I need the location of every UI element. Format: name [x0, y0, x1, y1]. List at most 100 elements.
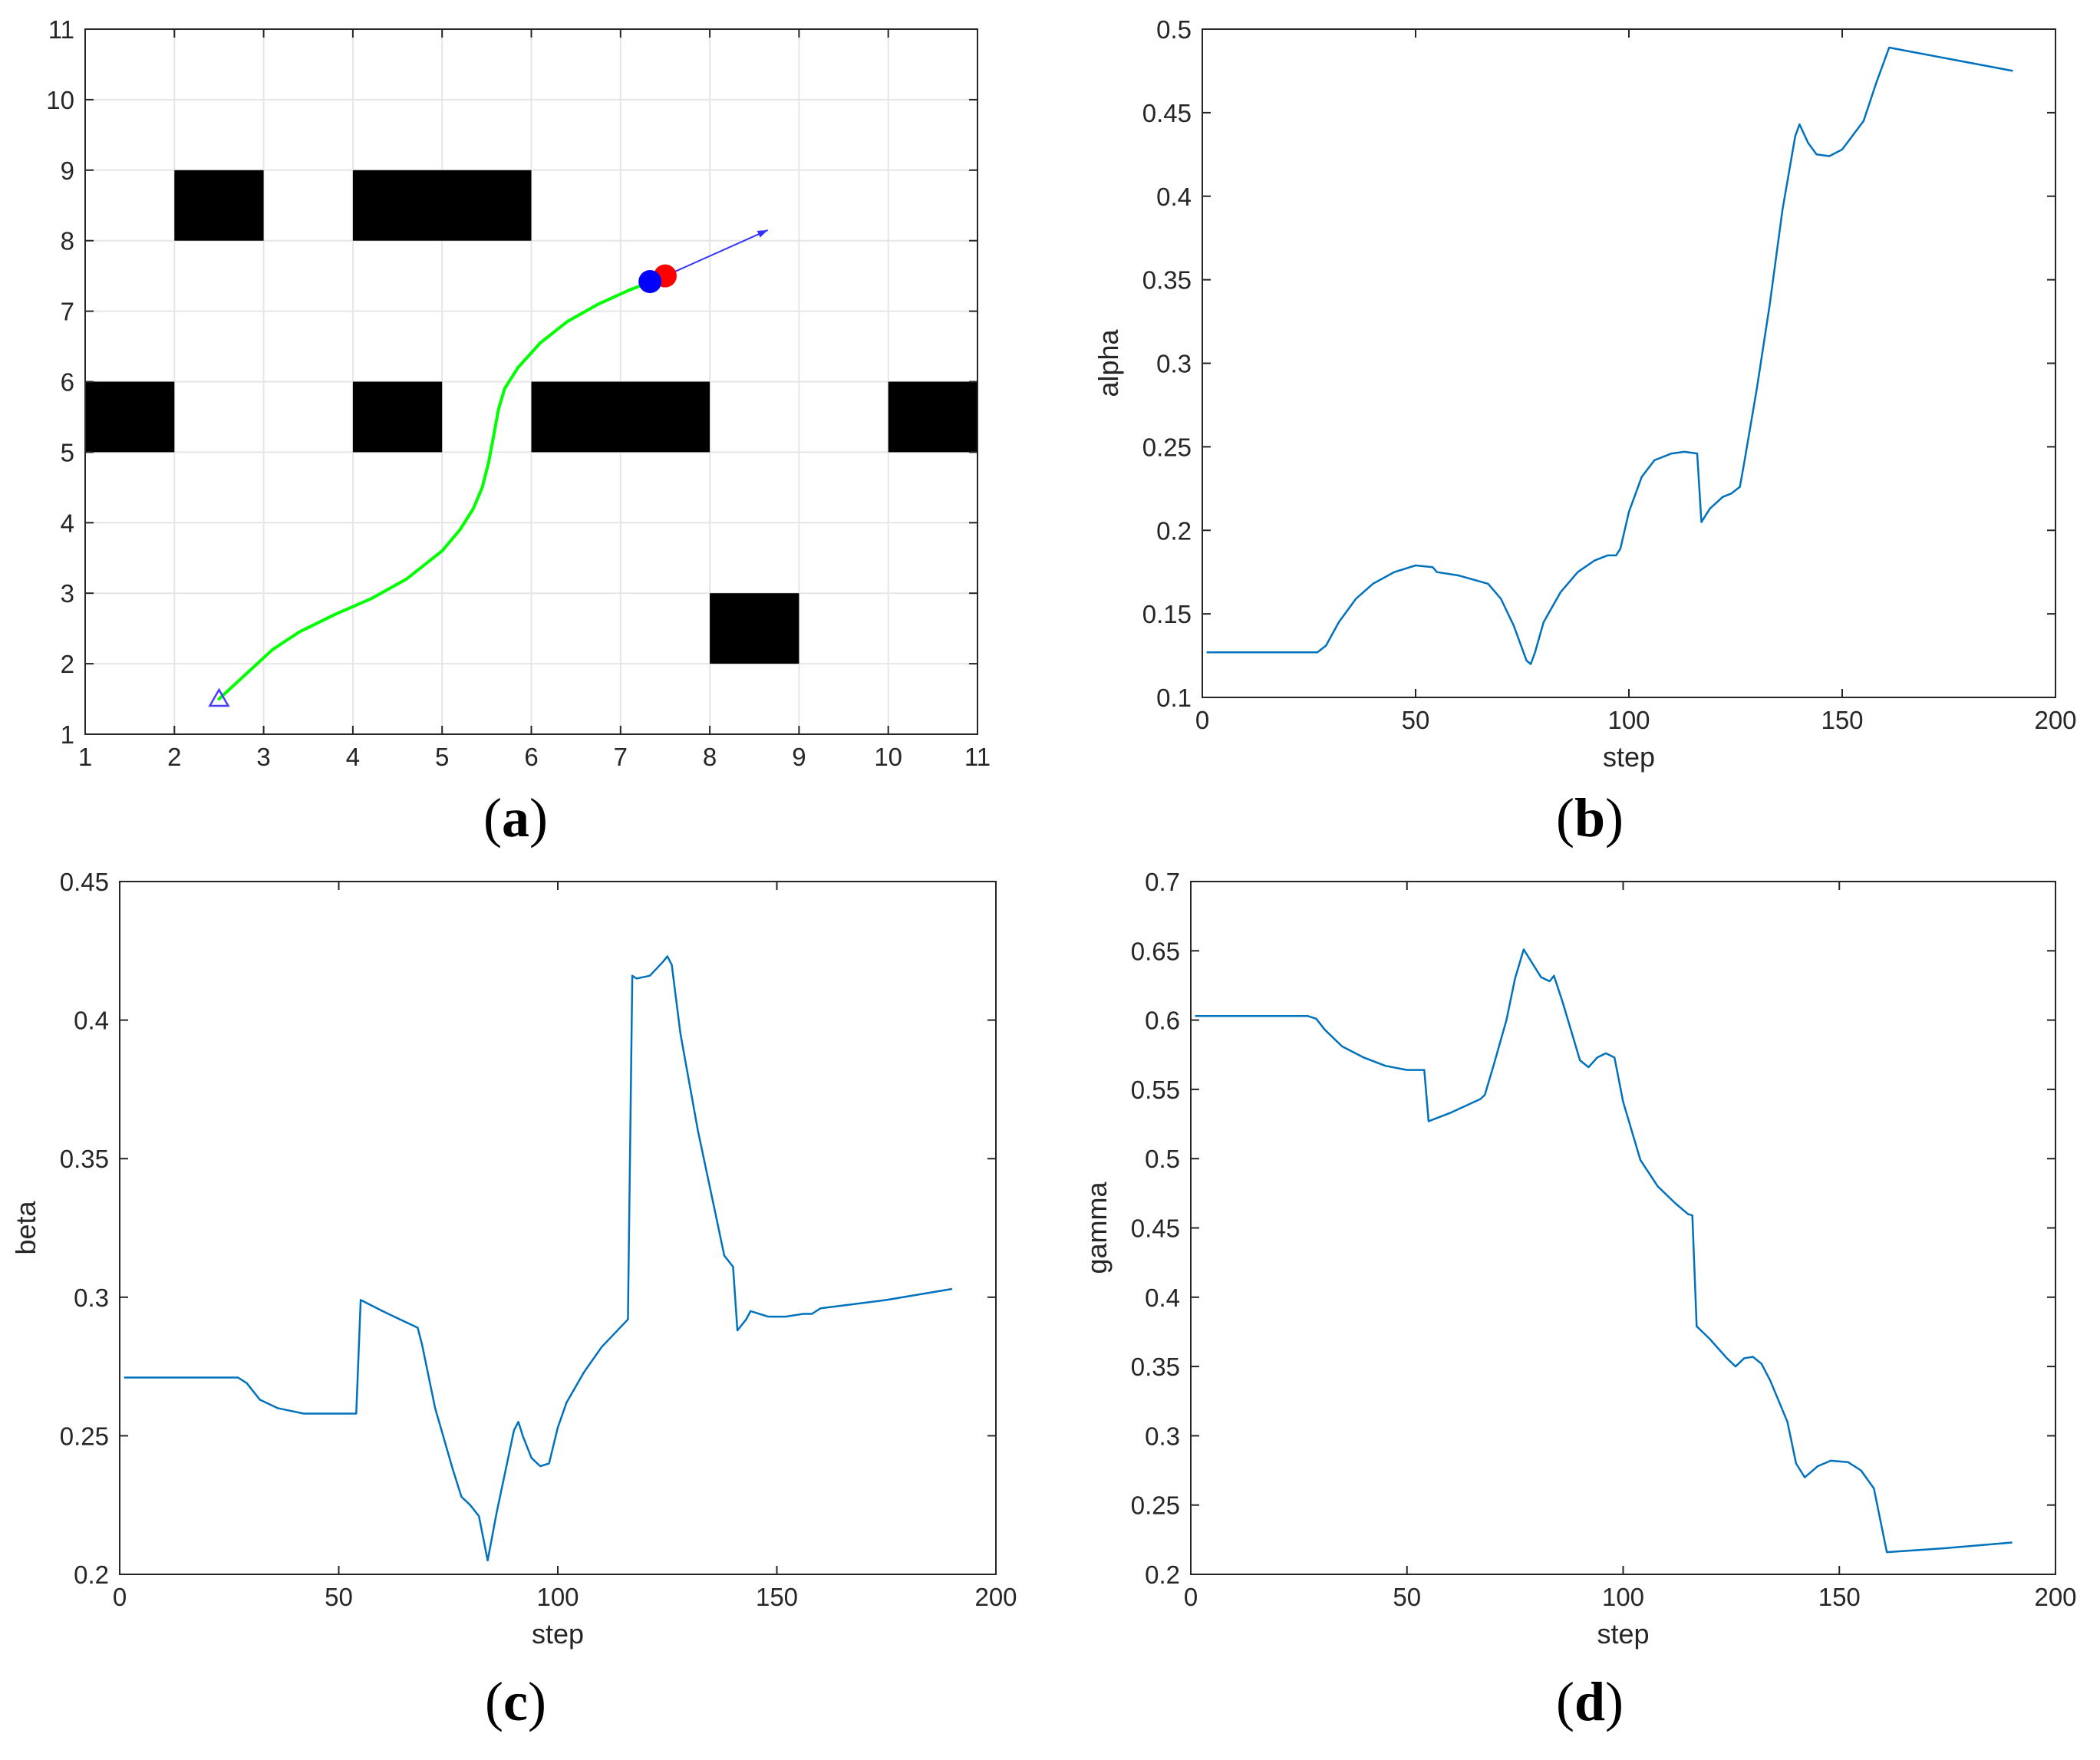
x-axis-label-c: step	[532, 1618, 584, 1650]
caption-letter-d: d	[1574, 1671, 1605, 1732]
y-tick-label-d-2: 0.3	[1145, 1422, 1180, 1450]
panel-b: 0 50 100 150 200 0.1 0.15 0.2 0.25 0.3 0.35 0.4 0.45…	[1093, 15, 2077, 849]
x-axis-label-b: step	[1603, 741, 1655, 773]
x-tick-label-d-2: 100	[1602, 1583, 1644, 1611]
plot-area-d	[1191, 882, 2055, 1574]
x-tick-label-a-0: 1	[78, 743, 92, 771]
caption-close-paren-a: )	[529, 787, 548, 849]
panel-caption-b: (b)	[1556, 787, 1624, 849]
panel-c: 0 50 100 150 200 0.2 0.25 0.3 0.35 0.4 0.45 step bet…	[10, 868, 1017, 1732]
caption-close-paren-d: )	[1605, 1671, 1624, 1732]
x-tick-label-b-1: 50	[1402, 706, 1430, 734]
x-tick-label-d-4: 200	[2034, 1583, 2076, 1611]
x-tick-label-c-2: 100	[536, 1583, 579, 1611]
x-tick-label-a-5: 6	[524, 743, 538, 771]
obstacle-5	[888, 381, 977, 453]
caption-close-paren-b: )	[1605, 787, 1624, 849]
plot-area-b	[1202, 29, 2055, 697]
x-tick-label-b-0: 0	[1195, 706, 1209, 734]
y-tick-label-a-7: 8	[61, 227, 74, 255]
obstacle-3	[352, 381, 443, 453]
y-tick-label-a-0: 1	[61, 720, 74, 749]
y-tick-label-b-8: 0.5	[1156, 15, 1192, 44]
y-tick-label-c-2: 0.3	[74, 1284, 109, 1312]
y-axis-label-c: beta	[10, 1200, 41, 1254]
x-tick-label-a-8: 9	[792, 743, 806, 771]
y-tick-label-d-5: 0.45	[1131, 1215, 1180, 1243]
obstacle-0	[174, 170, 264, 241]
x-tick-label-c-0: 0	[113, 1583, 127, 1611]
x-tick-label-c-1: 50	[325, 1583, 353, 1611]
caption-letter-c: c	[503, 1671, 528, 1732]
y-tick-label-a-1: 2	[61, 650, 74, 678]
caption-letter-b: b	[1574, 787, 1605, 849]
x-tick-label-b-2: 100	[1607, 706, 1650, 734]
panel-caption-c: (c)	[485, 1671, 546, 1732]
x-tick-label-a-1: 2	[167, 743, 181, 771]
caption-close-paren-c: )	[528, 1671, 546, 1732]
x-tick-label-a-6: 7	[614, 743, 628, 771]
y-tick-label-b-6: 0.4	[1156, 183, 1192, 211]
y-tick-label-d-8: 0.6	[1145, 1007, 1180, 1035]
y-tick-label-d-3: 0.35	[1131, 1353, 1180, 1381]
x-tick-label-b-4: 200	[2034, 706, 2076, 734]
obstacle-6	[710, 593, 799, 664]
caption-open-paren-a: (	[483, 787, 502, 849]
y-tick-label-d-0: 0.2	[1145, 1561, 1180, 1589]
panel-d: 0 50 100 150 200 0.2 0.25 0.3 0.35 0.4 0.45 0.5 0.55…	[1081, 868, 2077, 1732]
x-tick-label-a-10: 11	[964, 743, 991, 771]
y-tick-label-d-4: 0.4	[1145, 1284, 1180, 1312]
y-tick-label-b-7: 0.45	[1142, 99, 1192, 127]
y-tick-label-a-3: 4	[61, 509, 74, 537]
x-tick-label-b-3: 150	[1821, 706, 1863, 734]
y-tick-label-b-3: 0.25	[1142, 433, 1192, 461]
y-tick-label-b-2: 0.2	[1156, 516, 1192, 545]
caption-letter-a: a	[502, 787, 529, 849]
y-tick-label-c-1: 0.25	[60, 1422, 109, 1450]
series-line-b-0	[1206, 46, 2013, 665]
y-tick-label-b-5: 0.35	[1142, 266, 1192, 295]
y-axis-label-d: gamma	[1081, 1182, 1113, 1274]
robot-blue-marker	[638, 270, 662, 294]
panel-caption-a: (a)	[483, 787, 548, 849]
y-tick-label-c-3: 0.35	[60, 1145, 109, 1173]
y-axis-label-b: alpha	[1093, 328, 1124, 397]
y-tick-label-a-6: 7	[61, 298, 74, 326]
start-marker	[208, 687, 230, 707]
y-tick-label-d-10: 0.7	[1145, 868, 1180, 896]
x-axis-label-d: step	[1597, 1618, 1649, 1650]
y-tick-label-b-1: 0.15	[1142, 600, 1192, 628]
y-tick-label-d-1: 0.25	[1131, 1491, 1180, 1520]
x-tick-label-a-7: 8	[703, 743, 717, 771]
x-tick-label-c-3: 150	[756, 1583, 798, 1611]
x-tick-label-a-2: 3	[256, 743, 270, 771]
heading-arrow-head	[757, 229, 768, 238]
x-tick-label-a-9: 10	[874, 743, 902, 771]
x-tick-label-c-4: 200	[974, 1583, 1017, 1611]
heading-arrow-line	[664, 229, 769, 277]
plot-area-c	[120, 882, 996, 1574]
y-tick-label-c-5: 0.45	[60, 868, 109, 896]
series-line-c-0	[124, 955, 953, 1562]
x-tick-label-a-4: 5	[435, 743, 449, 771]
y-tick-label-a-2: 3	[61, 579, 74, 608]
series-line-d-0	[1195, 948, 2013, 1554]
y-tick-label-d-6: 0.5	[1145, 1145, 1180, 1173]
robot-path-line	[217, 280, 654, 700]
y-tick-label-a-10: 11	[48, 15, 74, 44]
caption-open-paren-b: (	[1556, 787, 1574, 849]
y-tick-label-c-4: 0.4	[74, 1007, 109, 1035]
y-tick-label-a-9: 10	[46, 86, 74, 114]
x-tick-label-d-3: 150	[1818, 1583, 1861, 1611]
obstacle-4	[531, 381, 710, 453]
y-tick-label-c-0: 0.2	[74, 1561, 109, 1589]
x-tick-label-d-1: 50	[1393, 1583, 1421, 1611]
obstacle-1	[352, 170, 532, 241]
y-tick-label-a-4: 5	[61, 438, 74, 466]
y-tick-label-b-4: 0.3	[1156, 350, 1192, 378]
obstacle-2	[85, 381, 175, 453]
x-tick-label-a-3: 4	[346, 743, 360, 771]
caption-open-paren-d: (	[1556, 1671, 1574, 1732]
x-tick-label-d-0: 0	[1184, 1583, 1198, 1611]
